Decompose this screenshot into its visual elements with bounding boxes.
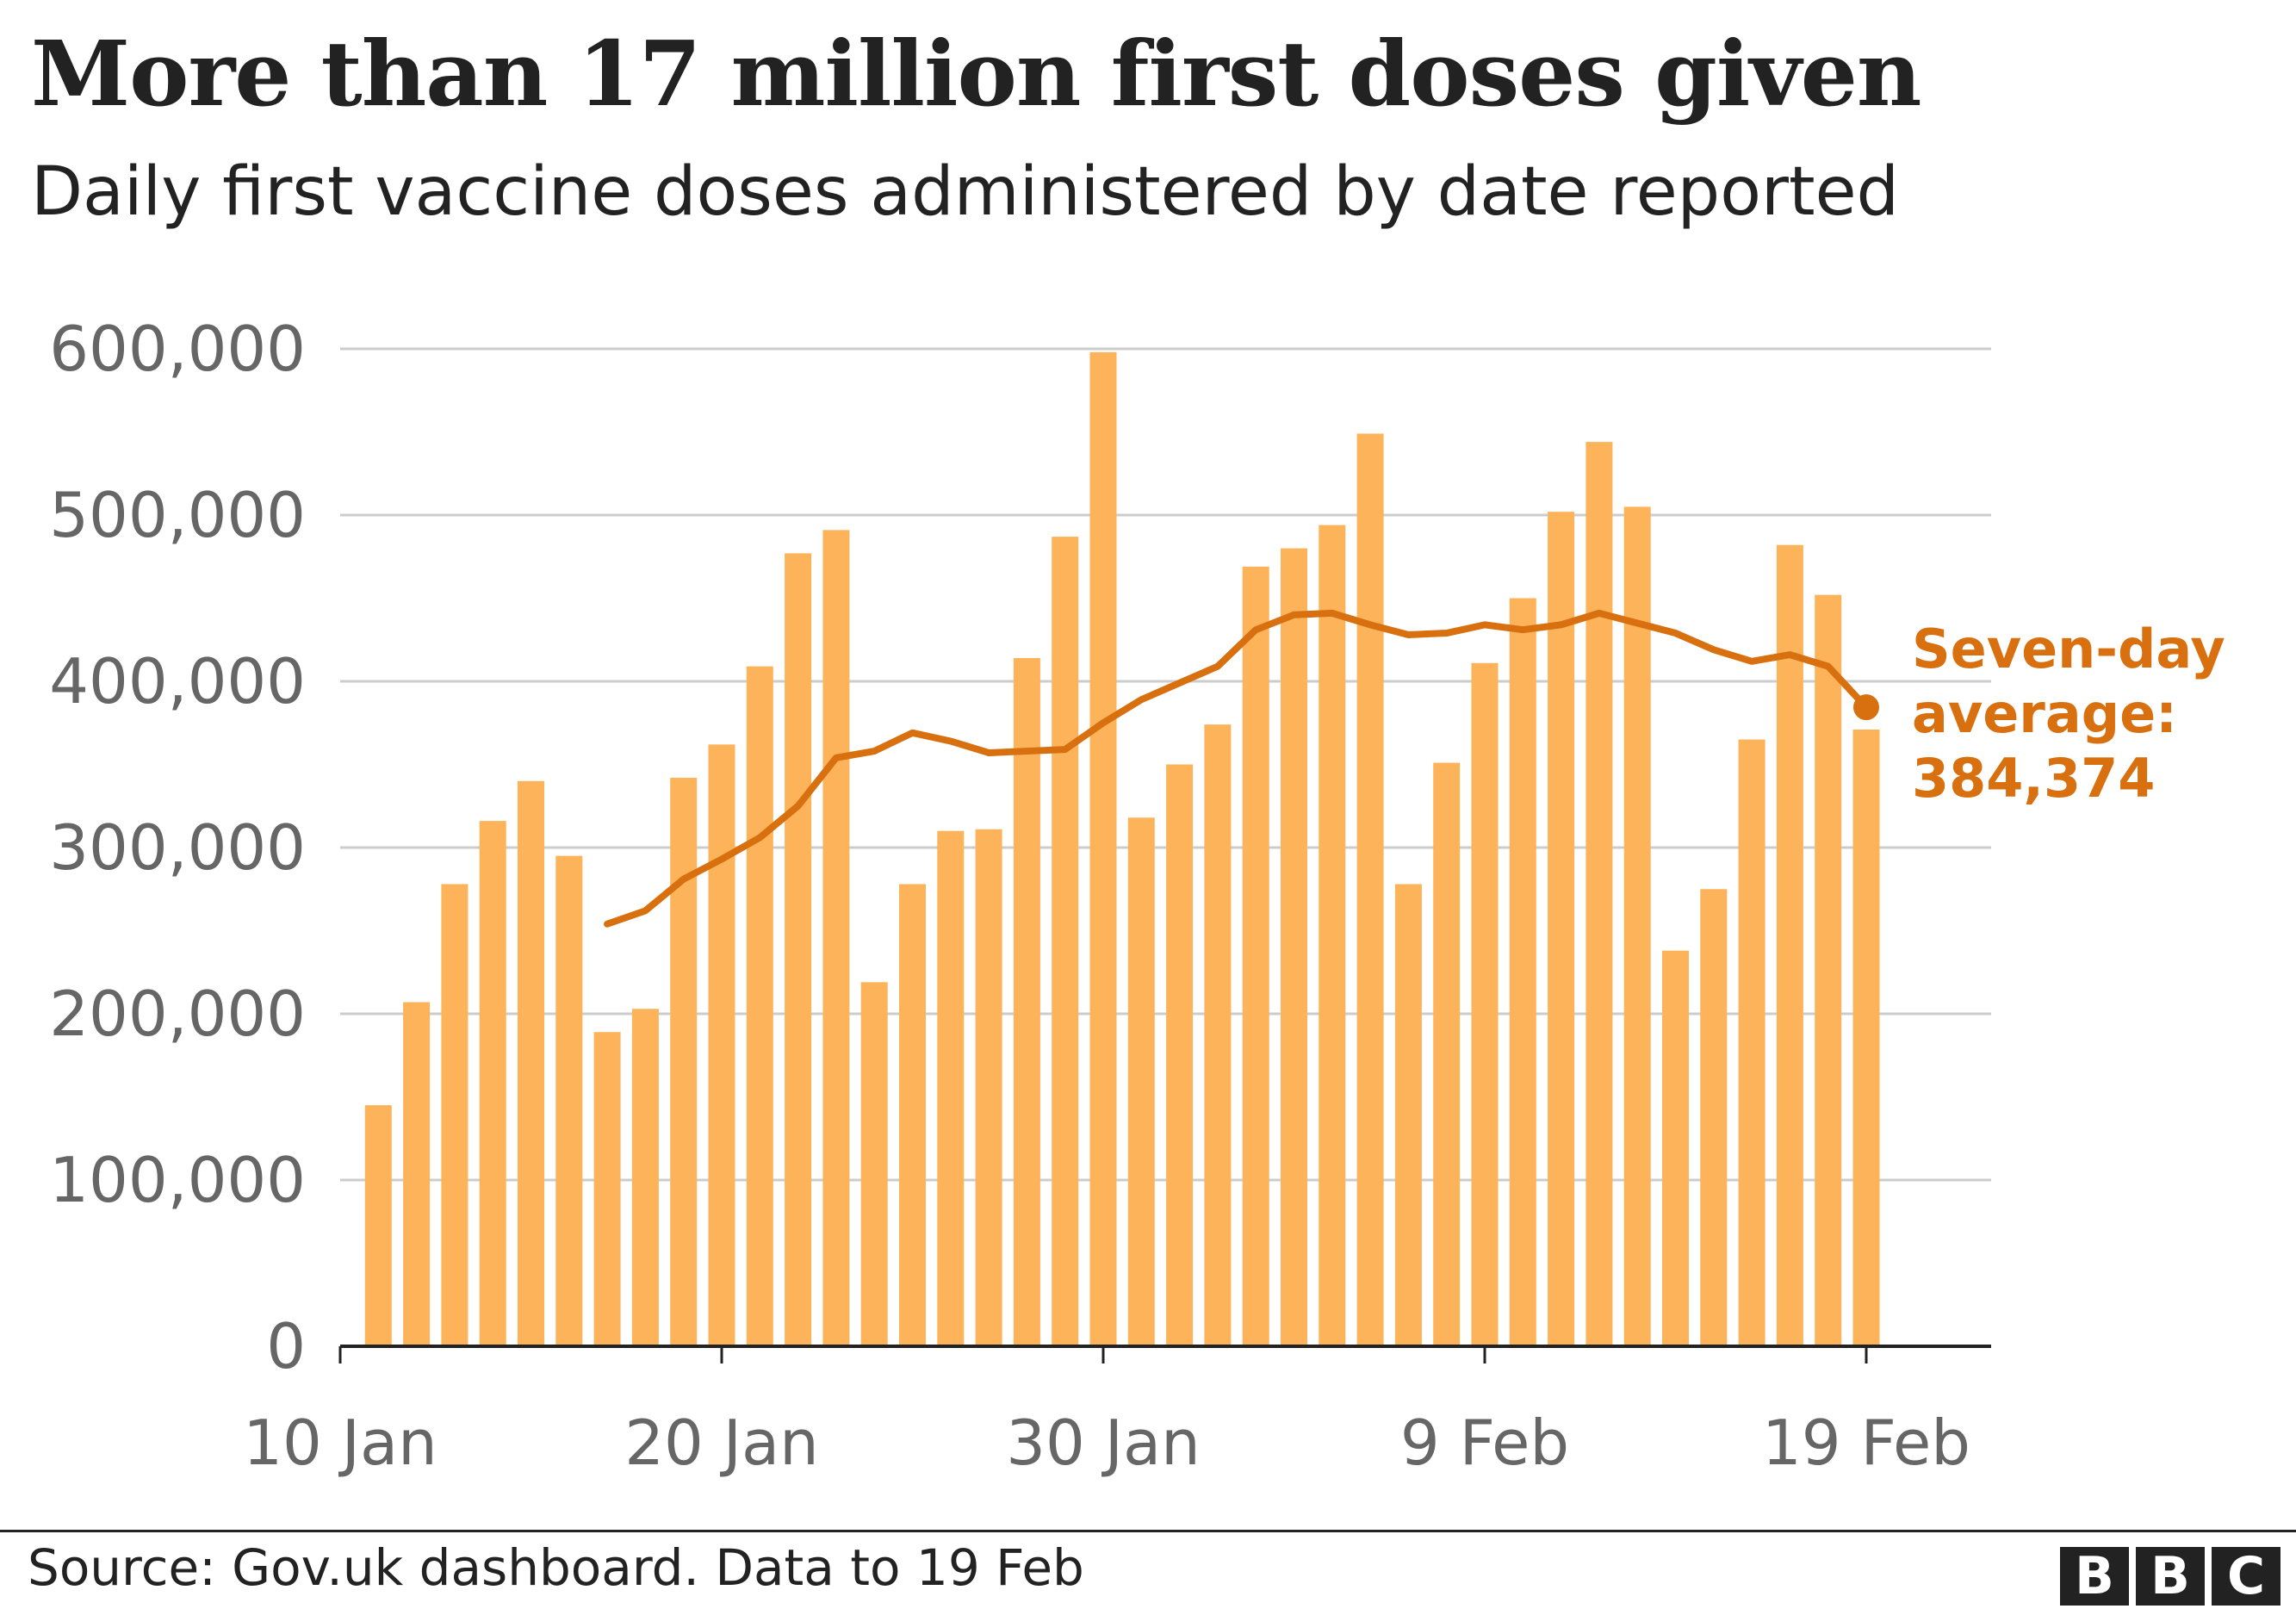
bar [1394, 884, 1422, 1346]
bar [1319, 525, 1346, 1346]
bar [518, 780, 544, 1346]
x-tick-label: 19 Feb [1762, 1407, 1970, 1479]
bar-layer [364, 351, 1880, 1347]
bar [975, 829, 1002, 1346]
average-line [604, 609, 1870, 928]
y-tick-label: 400,000 [49, 645, 306, 717]
bar [1509, 598, 1536, 1346]
bar [860, 982, 888, 1346]
y-tick-label: 600,000 [49, 313, 306, 385]
logo-letter: B [2136, 1547, 2205, 1606]
source-note: Source: Gov.uk dashboard. Data to 19 Feb [28, 1538, 1084, 1597]
footer-divider [0, 1530, 2296, 1532]
chart-subtitle: Daily first vaccine doses administered b… [31, 153, 1900, 231]
bar [746, 666, 773, 1346]
bar [593, 1032, 621, 1346]
bar [822, 530, 850, 1346]
x-tick-label: 20 Jan [624, 1407, 819, 1479]
line-layer [604, 609, 1879, 928]
y-tick-label: 300,000 [49, 811, 306, 884]
annotation-line: 384,374 [1912, 747, 2155, 810]
x-tick-label: 9 Feb [1400, 1407, 1569, 1479]
bar [1013, 657, 1040, 1346]
bar [1089, 351, 1117, 1346]
annotation-line: Seven-day [1912, 618, 2225, 680]
label-layer: 0 100,000 200,000 300,000 400,000 500,000 600,… [49, 313, 2225, 1479]
bar [1548, 512, 1575, 1346]
bar [1738, 739, 1765, 1346]
bar [1700, 889, 1728, 1346]
x-tick-label: 10 Jan [243, 1407, 437, 1479]
bar [1815, 594, 1842, 1346]
bar [1166, 764, 1194, 1346]
bar [785, 553, 812, 1346]
bar [441, 884, 469, 1346]
axis-layer [338, 1345, 1991, 1363]
chart: 0 100,000 200,000 300,000 400,000 500,000 600,… [49, 313, 2225, 1479]
bar [1471, 662, 1499, 1346]
bar [1585, 442, 1613, 1346]
bar [555, 855, 583, 1346]
logo-letter: C [2212, 1547, 2280, 1606]
chart-title: More than 17 million first doses given [31, 21, 1922, 127]
y-tick-label: 200,000 [49, 978, 306, 1050]
bar [899, 884, 926, 1346]
average-end-dot [1853, 694, 1879, 721]
bar [631, 1009, 659, 1346]
y-tick-label: 0 [266, 1310, 306, 1382]
y-tick-label: 100,000 [49, 1144, 306, 1216]
bar [1204, 724, 1232, 1346]
x-tick-label: 30 Jan [1006, 1407, 1201, 1479]
bar [1356, 433, 1384, 1347]
bar [937, 830, 965, 1346]
bar [1127, 817, 1155, 1346]
y-tick-label: 500,000 [49, 479, 306, 551]
bbc-logo: B B C [2060, 1547, 2280, 1606]
bar [1281, 548, 1307, 1346]
bar [1433, 762, 1461, 1346]
bar [1852, 729, 1880, 1346]
bar [1242, 566, 1269, 1346]
bar [1662, 950, 1689, 1346]
bar [1623, 506, 1651, 1346]
bar [1052, 537, 1079, 1346]
average-annotation: Seven-day average: 384,374 [1912, 618, 2225, 810]
bar [1776, 544, 1803, 1346]
annotation-line: average: [1912, 682, 2177, 745]
bar [364, 1105, 392, 1346]
bar [708, 744, 735, 1346]
bar [670, 777, 698, 1346]
bar [479, 821, 506, 1346]
logo-letter: B [2060, 1547, 2129, 1606]
bar [403, 1002, 431, 1346]
